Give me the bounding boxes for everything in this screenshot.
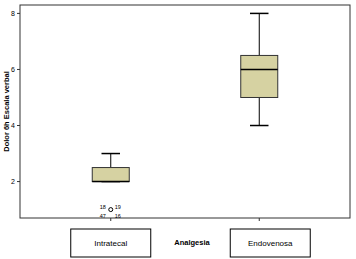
upper-cap	[102, 153, 121, 155]
x-tick	[110, 218, 111, 221]
box	[92, 168, 129, 182]
upper-whisker	[259, 13, 260, 55]
category-label-box	[71, 229, 151, 257]
y-tick-label: 8	[11, 10, 15, 17]
median-line	[241, 69, 278, 71]
outlier-label: 18	[100, 204, 106, 210]
y-tick	[17, 13, 20, 14]
lower-whisker	[259, 97, 260, 125]
chart-svg: 2 4 6 8 Dolor 6h Escala verbal 18 19 47 16 Intrat…	[0, 0, 356, 259]
category-label-box	[230, 229, 310, 257]
lower-cap	[250, 125, 269, 127]
upper-whisker	[110, 154, 111, 168]
y-tick-label: 4	[11, 122, 15, 129]
median-line	[92, 181, 129, 183]
x-tick	[259, 218, 260, 221]
chart-container: 2 4 6 8 Dolor 6h Escala verbal 18 19 47 16 Intrat…	[0, 0, 356, 259]
y-tick-label: 2	[11, 178, 15, 185]
box	[241, 55, 278, 97]
y-tick	[17, 125, 20, 126]
plot-frame	[20, 5, 350, 218]
x-axis-label: Analgesia	[174, 238, 210, 247]
y-axis-label: Dolor 6h Escala verbal	[2, 71, 11, 151]
plot-marks	[92, 13, 278, 211]
outlier-label: 16	[115, 213, 121, 219]
upper-cap	[250, 13, 269, 15]
outlier	[109, 208, 113, 212]
y-tick-label: 6	[11, 66, 15, 73]
outlier-label: 47	[100, 213, 106, 219]
outlier-label: 19	[115, 204, 121, 210]
y-tick	[17, 181, 20, 182]
category-label: Intratecal	[94, 239, 127, 248]
y-tick	[17, 69, 20, 70]
category-label: Endovenosa	[248, 239, 293, 248]
